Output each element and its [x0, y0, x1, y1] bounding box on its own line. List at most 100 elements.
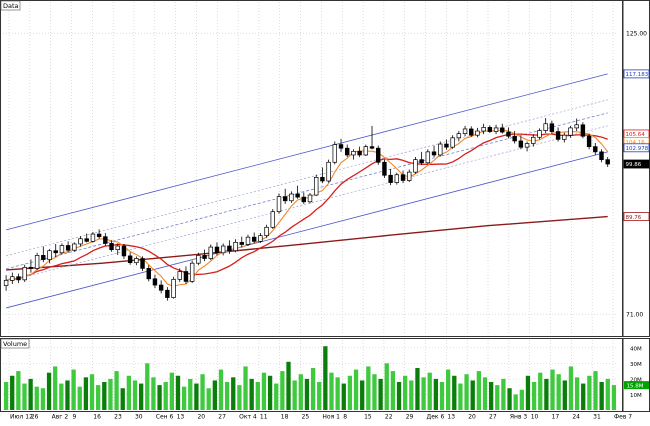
x-tick-label: 20	[468, 414, 476, 421]
x-tick-label: 31	[593, 414, 601, 421]
volume-bar	[360, 380, 364, 410]
candle-up	[246, 237, 250, 244]
candle-up	[451, 138, 455, 147]
candle-up	[544, 124, 548, 131]
candle-up	[494, 128, 498, 132]
candle-down	[488, 127, 492, 131]
volume-bar	[22, 384, 26, 410]
volume-bar	[477, 371, 481, 410]
x-tick-label: 26	[31, 414, 39, 421]
candle-down	[165, 290, 169, 297]
volume-bar	[391, 371, 395, 410]
candle-down	[296, 194, 300, 197]
volume-bar	[35, 387, 39, 410]
candle-down	[606, 160, 610, 164]
price-panel-label-text: Data	[3, 2, 19, 10]
candle-down	[228, 246, 232, 251]
volume-bar	[538, 373, 542, 410]
candle-down	[600, 152, 604, 160]
volume-bar	[446, 370, 450, 410]
candle-up	[414, 160, 418, 172]
volume-bar	[176, 376, 180, 410]
volume-bar	[550, 370, 554, 410]
candle-up	[91, 234, 95, 241]
price-badge-label: 117.1837	[626, 72, 650, 78]
candle-down	[500, 128, 504, 132]
volume-bar	[121, 388, 125, 410]
x-tick-label: 20	[197, 414, 205, 421]
x-tick-label: Фев 7	[614, 414, 632, 421]
candle-up	[308, 195, 312, 202]
volume-bar	[200, 374, 204, 410]
x-tick-label: 9	[72, 414, 76, 421]
candle-down	[469, 129, 473, 135]
candle-down	[203, 255, 207, 258]
volume-bar	[145, 363, 149, 410]
x-tick-label: 13	[177, 414, 185, 421]
volume-bar	[108, 379, 112, 410]
volume-bar	[471, 380, 475, 410]
volume-bar	[440, 382, 444, 410]
candle-down	[513, 136, 517, 141]
candle-down	[283, 197, 287, 201]
candle-up	[48, 251, 52, 260]
candle-up	[314, 177, 318, 195]
volume-bar	[397, 382, 401, 410]
volume-bar	[262, 373, 266, 410]
x-tick-label: 25	[302, 414, 310, 421]
candle-up	[79, 239, 83, 244]
volume-bar	[483, 377, 487, 410]
volume-bar	[16, 371, 20, 410]
candle-down	[445, 144, 449, 147]
volume-bar	[581, 384, 585, 410]
candle-up	[457, 134, 461, 138]
candle-down	[147, 268, 151, 278]
volume-bar	[139, 384, 143, 410]
x-tick-label: 29	[406, 414, 414, 421]
candle-down	[550, 124, 554, 132]
volume-bar	[231, 377, 235, 410]
price-panel-frame	[1, 1, 623, 337]
candle-up	[259, 236, 263, 242]
candle-up	[134, 259, 138, 263]
candle-up	[190, 263, 194, 281]
candle-down	[54, 251, 58, 253]
candle-down	[122, 246, 126, 256]
candle-down	[321, 177, 325, 181]
volume-bar	[78, 387, 82, 410]
volume-bar	[250, 379, 254, 410]
volume-bar	[164, 382, 168, 410]
candle-up	[60, 246, 64, 253]
volume-bar	[317, 382, 321, 410]
price-badge-label: 89.76	[626, 215, 642, 221]
volume-bar	[114, 371, 118, 410]
x-tick-label: Ноя 1	[322, 414, 340, 421]
candle-down	[370, 147, 374, 149]
candle-up	[10, 277, 14, 281]
volume-badge-label: 15.8M	[627, 383, 644, 389]
volume-bar	[237, 385, 241, 410]
price-badge-label: 102.9781	[626, 146, 650, 152]
candle-down	[401, 175, 405, 181]
candle-up	[352, 151, 356, 155]
volume-panel-label-text: Volume	[3, 340, 27, 348]
volume-bar	[188, 379, 192, 410]
candle-up	[395, 175, 399, 183]
volume-bar	[170, 373, 174, 410]
candle-down	[581, 125, 585, 136]
candle-up	[72, 244, 76, 250]
volume-bar	[378, 379, 382, 410]
volume-bar	[342, 384, 346, 410]
candle-up	[562, 135, 566, 139]
candle-up	[476, 131, 480, 135]
candle-down	[587, 136, 591, 146]
volume-bar	[182, 387, 186, 410]
candle-up	[463, 129, 467, 134]
price-axis-area	[623, 1, 650, 337]
candle-down	[41, 255, 45, 259]
volume-bar	[41, 388, 45, 410]
candle-up	[277, 197, 281, 212]
price-badge-label: 99.86	[626, 162, 642, 168]
volume-bar	[47, 373, 51, 410]
